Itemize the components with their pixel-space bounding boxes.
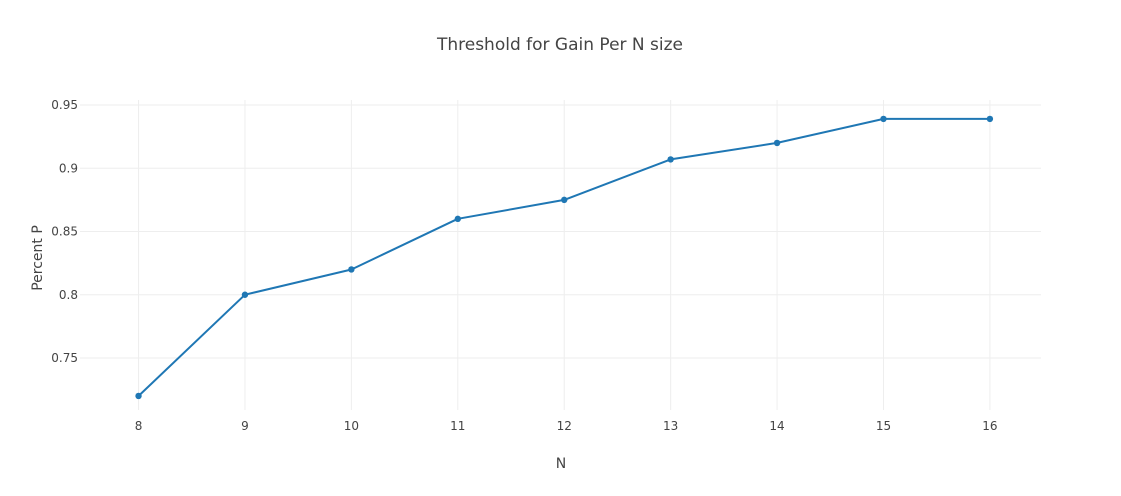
x-axis-title: N (556, 456, 566, 472)
y-tick-label: 0.8 (59, 288, 78, 302)
x-tick-label: 12 (557, 419, 572, 433)
y-axis-title: Percent P (30, 225, 46, 291)
x-tick-label: 11 (450, 419, 465, 433)
data-point[interactable] (667, 156, 674, 163)
x-tick-label: 13 (663, 419, 678, 433)
x-tick-label: 15 (876, 419, 891, 433)
y-tick-label: 0.75 (51, 351, 78, 365)
y-tick-label: 0.85 (51, 225, 78, 239)
data-point[interactable] (880, 115, 887, 123)
x-tick-label: 8 (135, 419, 143, 433)
y-axis-ticks: 0.75 0.8 0.85 0.9 0.95 (51, 98, 78, 365)
x-axis-ticks: 8 9 10 11 12 13 14 15 16 (135, 419, 998, 433)
data-point[interactable] (561, 196, 568, 204)
y-tick-label: 0.9 (59, 161, 78, 175)
grid (80, 100, 1041, 410)
data-point[interactable] (241, 291, 249, 298)
x-tick-label: 16 (982, 419, 997, 433)
series (135, 115, 994, 400)
x-tick-label: 9 (241, 419, 249, 433)
chart-title: Threshold for Gain Per N size (436, 35, 683, 55)
data-point[interactable] (135, 392, 142, 400)
data-point[interactable] (773, 139, 781, 147)
data-point[interactable] (348, 266, 355, 273)
x-tick-label: 14 (769, 419, 784, 433)
data-point[interactable] (454, 215, 462, 223)
x-tick-label: 10 (344, 419, 359, 433)
y-tick-label: 0.95 (51, 98, 78, 112)
data-point[interactable] (986, 115, 994, 123)
